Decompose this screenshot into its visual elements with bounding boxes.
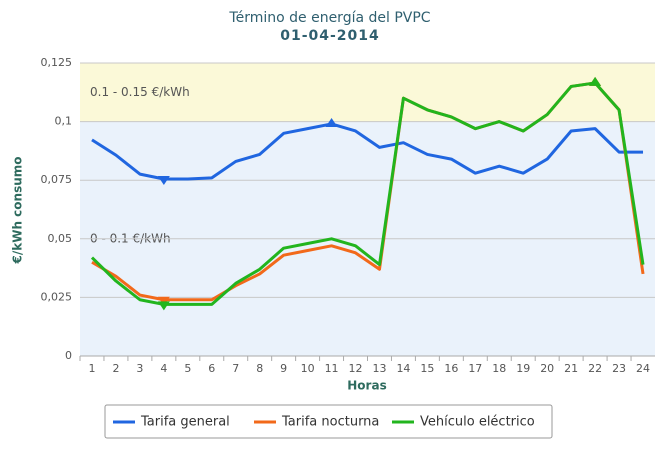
x-tick-label: 3 [136, 362, 143, 375]
x-tick-label: 2 [112, 362, 119, 375]
x-tick-label: 9 [280, 362, 287, 375]
series-line [90, 81, 645, 306]
legend-label: Vehículo eléctrico [420, 415, 535, 430]
x-tick-label: 19 [516, 362, 530, 375]
max-marker [325, 117, 338, 127]
x-axis-title: Horas [347, 379, 386, 393]
chart-title: Término de energía del PVPC [228, 10, 430, 26]
y-tick-label: 0,125 [41, 56, 73, 69]
x-tick-label: 1 [88, 362, 95, 375]
y-tick-label: 0,05 [48, 232, 73, 245]
x-tick-label: 11 [325, 362, 339, 375]
y-tick-label: 0 [65, 349, 72, 362]
legend-label: Tarifa nocturna [281, 415, 379, 430]
x-tick-label: 16 [444, 362, 458, 375]
legend-box [104, 404, 553, 439]
plot-band [80, 63, 655, 122]
series-line [91, 122, 644, 181]
x-tick-label: 7 [232, 362, 239, 375]
x-tick-label: 5 [184, 362, 191, 375]
min-marker [157, 176, 170, 186]
x-tick-label: 20 [540, 362, 554, 375]
x-tick-label: 13 [372, 362, 386, 375]
x-tick-label: 23 [612, 362, 626, 375]
legend-label: Tarifa general [140, 415, 230, 430]
y-tick-label: 0,025 [41, 290, 73, 303]
chart-subtitle: 01-04-2014 [280, 28, 380, 44]
y-axis-title: €/kWh consumo [11, 156, 25, 264]
x-tick-label: 12 [349, 362, 363, 375]
x-tick-label: 6 [208, 362, 215, 375]
x-tick-label: 22 [588, 362, 602, 375]
y-tick-label: 0,075 [41, 173, 73, 186]
x-tick-label: 4 [160, 362, 167, 375]
x-tick-label: 8 [256, 362, 263, 375]
min-marker [157, 296, 170, 306]
y-tick-label: 0,1 [55, 115, 73, 128]
band-label: 0.1 - 0.15 €/kWh [90, 85, 190, 99]
x-tick-label: 24 [636, 362, 650, 375]
x-tick-label: 15 [420, 362, 434, 375]
x-tick-label: 21 [564, 362, 578, 375]
x-tick-label: 14 [396, 362, 410, 375]
x-tick-label: 17 [468, 362, 482, 375]
min-marker [157, 301, 170, 311]
x-tick-label: 18 [492, 362, 506, 375]
x-tick-label: 10 [301, 362, 315, 375]
max-marker [589, 76, 602, 86]
